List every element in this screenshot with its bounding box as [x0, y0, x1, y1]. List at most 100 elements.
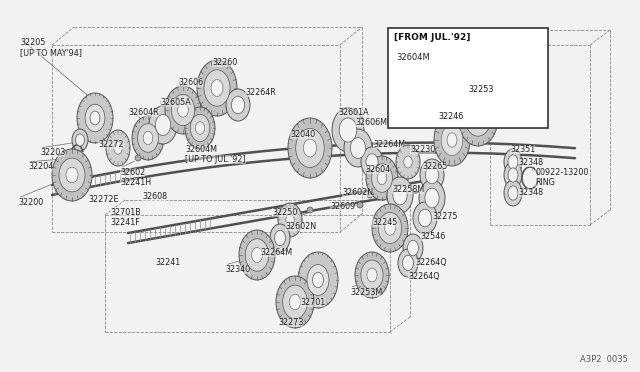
Ellipse shape	[252, 247, 262, 263]
Ellipse shape	[165, 86, 201, 134]
Ellipse shape	[197, 60, 237, 116]
Text: 32272: 32272	[98, 140, 124, 149]
Ellipse shape	[66, 167, 78, 183]
Text: 32264Q: 32264Q	[408, 272, 440, 281]
Text: 32340: 32340	[225, 265, 250, 274]
Ellipse shape	[458, 72, 472, 92]
Ellipse shape	[403, 234, 423, 262]
Ellipse shape	[245, 239, 269, 271]
Ellipse shape	[332, 108, 364, 152]
Ellipse shape	[114, 142, 122, 154]
Ellipse shape	[357, 202, 363, 208]
Text: 32273: 32273	[278, 318, 303, 327]
Ellipse shape	[344, 129, 372, 167]
Ellipse shape	[278, 203, 302, 237]
Ellipse shape	[286, 214, 294, 226]
Ellipse shape	[398, 249, 418, 277]
Ellipse shape	[195, 122, 205, 134]
Ellipse shape	[276, 276, 314, 328]
Text: 32602N: 32602N	[342, 188, 373, 197]
Ellipse shape	[420, 62, 449, 102]
Text: 32606: 32606	[178, 78, 203, 87]
Ellipse shape	[508, 155, 518, 169]
Ellipse shape	[472, 110, 484, 126]
Text: 32348: 32348	[518, 188, 543, 197]
Text: A3P2  0035: A3P2 0035	[580, 355, 628, 364]
Text: 32230: 32230	[410, 145, 435, 154]
Bar	[388, 28, 548, 128]
Text: 32264Q: 32264Q	[415, 258, 447, 267]
Text: 32258M: 32258M	[392, 185, 424, 194]
Ellipse shape	[413, 202, 437, 234]
Ellipse shape	[143, 131, 153, 145]
Ellipse shape	[226, 89, 250, 121]
Text: 32241F: 32241F	[110, 218, 140, 227]
Text: 32245: 32245	[372, 218, 397, 227]
Ellipse shape	[355, 252, 389, 298]
Ellipse shape	[298, 252, 338, 308]
Ellipse shape	[149, 106, 177, 144]
Text: 32351: 32351	[510, 145, 535, 154]
Text: 32250: 32250	[272, 208, 298, 217]
Text: 32604: 32604	[365, 165, 390, 174]
Ellipse shape	[420, 159, 444, 191]
Text: [UP TO JUL.'92]: [UP TO JUL.'92]	[185, 155, 246, 164]
Ellipse shape	[211, 80, 223, 96]
Ellipse shape	[453, 64, 477, 100]
Ellipse shape	[106, 130, 130, 166]
Text: 32608: 32608	[142, 192, 167, 201]
Ellipse shape	[270, 224, 290, 252]
Text: 00922-13200: 00922-13200	[535, 168, 588, 177]
Text: 32604M: 32604M	[396, 53, 429, 62]
Text: 32272E: 32272E	[88, 195, 118, 204]
Ellipse shape	[288, 118, 332, 178]
Text: 32260: 32260	[212, 58, 237, 67]
Ellipse shape	[404, 156, 412, 168]
Text: 32701B: 32701B	[110, 208, 141, 217]
Ellipse shape	[132, 116, 164, 160]
Ellipse shape	[447, 133, 457, 147]
Text: 32609: 32609	[330, 202, 355, 211]
Ellipse shape	[52, 149, 92, 201]
Ellipse shape	[361, 147, 383, 177]
Text: 32606M: 32606M	[355, 118, 387, 127]
Ellipse shape	[85, 104, 105, 132]
Text: 32203: 32203	[40, 148, 65, 157]
Text: 32602N: 32602N	[285, 222, 316, 231]
Ellipse shape	[59, 158, 85, 192]
Text: 32204: 32204	[28, 162, 53, 171]
Ellipse shape	[190, 114, 210, 142]
Text: 32605A: 32605A	[160, 98, 191, 107]
Ellipse shape	[428, 73, 442, 91]
Ellipse shape	[413, 52, 457, 112]
Ellipse shape	[504, 162, 522, 188]
Ellipse shape	[350, 138, 365, 158]
Ellipse shape	[425, 188, 439, 208]
Text: 32246: 32246	[438, 112, 463, 121]
Ellipse shape	[307, 207, 313, 213]
Text: 32200: 32200	[18, 198, 44, 207]
Ellipse shape	[172, 94, 195, 126]
Text: 32264M: 32264M	[260, 248, 292, 257]
Ellipse shape	[366, 154, 378, 170]
Text: 32253M: 32253M	[350, 288, 382, 297]
Ellipse shape	[378, 212, 402, 244]
Ellipse shape	[239, 230, 275, 280]
Text: 32253: 32253	[468, 85, 493, 94]
Text: 32701: 32701	[300, 298, 325, 307]
Ellipse shape	[367, 192, 373, 198]
Ellipse shape	[361, 260, 383, 290]
Ellipse shape	[185, 107, 215, 149]
Text: 32264M: 32264M	[373, 140, 405, 149]
Text: 32604R: 32604R	[128, 108, 159, 117]
Ellipse shape	[77, 93, 113, 143]
Ellipse shape	[377, 171, 387, 185]
Ellipse shape	[366, 156, 398, 200]
Text: 32241H: 32241H	[120, 178, 151, 187]
Ellipse shape	[289, 294, 301, 310]
Ellipse shape	[156, 115, 171, 135]
Ellipse shape	[275, 230, 285, 246]
Text: 32205: 32205	[20, 38, 45, 47]
Ellipse shape	[138, 124, 159, 152]
Text: 32601A: 32601A	[338, 108, 369, 117]
